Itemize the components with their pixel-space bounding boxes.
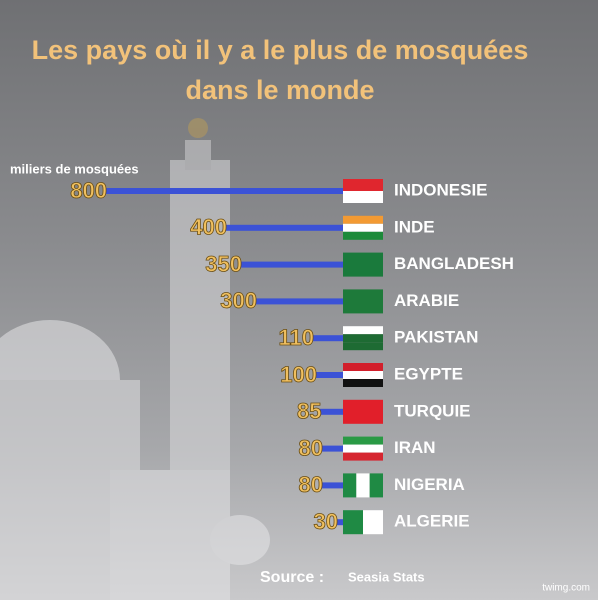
bar [312,335,345,342]
bar [321,482,345,489]
flag-stripe [343,399,383,424]
flag-stripe [343,473,357,498]
flag-stripe [343,191,383,203]
flag-stripe [343,179,383,191]
flag [343,289,383,314]
flag-stripe [343,510,363,535]
flag-stripe [343,444,383,453]
source-label: Source : [260,569,324,586]
category-label: ARABIE [394,291,459,310]
flag-stripe [343,436,383,445]
axis-label: miliers de mosquées [10,161,139,176]
category-label: INDE [394,217,435,236]
value-label: 350 [205,251,242,276]
flag [343,473,383,498]
flag-stripe [343,215,383,224]
flag-stripe [363,510,383,535]
category-label: PAKISTAN [394,328,478,347]
flag-stripe [343,223,383,232]
flag-stripe [343,252,383,277]
bar [336,519,345,526]
flag-stripe [343,379,383,387]
bar [240,261,345,268]
flag-stripe [343,326,383,335]
mosque-background [0,118,270,600]
value-label: 300 [220,288,257,313]
flag-stripe [343,371,383,379]
flag-stripe [343,342,383,351]
value-label: 80 [299,472,323,497]
bar [319,408,345,415]
flag-stripe [343,289,383,314]
flag [343,399,383,424]
bar [225,224,345,231]
category-label: IRAN [394,438,436,457]
bar [315,372,345,378]
value-label: 100 [280,362,317,387]
flag-stripe [343,452,383,461]
category-label: ALGERIE [394,512,470,531]
category-label: TURQUIE [394,401,471,420]
flag [343,252,383,277]
category-label: NIGERIA [394,475,465,494]
flag-stripe [356,473,370,498]
category-label: INDONESIE [394,180,488,199]
bar [255,298,345,305]
source: Seasia Stats [348,569,425,584]
flag [343,326,383,351]
value-label: 800 [70,178,107,203]
value-label: 110 [279,325,315,350]
bar [321,445,345,452]
flag-stripe [343,334,383,343]
category-label: EGYPTE [394,364,463,383]
flag [343,215,383,240]
flag [343,363,383,387]
flag-stripe [343,363,383,371]
value-label: 80 [299,435,323,460]
category-label: BANGLADESH [394,254,514,273]
chart-title: Les pays où il y a le plus de mosquées d… [31,35,529,105]
value-label: 85 [297,399,321,424]
value-label: 30 [314,509,338,534]
flag-stripe [369,473,383,498]
flag [343,510,383,535]
flag [343,179,383,203]
bar [105,188,345,194]
value-label: 400 [190,215,227,240]
flag [343,436,383,461]
watermark: twimg.com [542,583,590,594]
flag-stripe [343,231,383,240]
